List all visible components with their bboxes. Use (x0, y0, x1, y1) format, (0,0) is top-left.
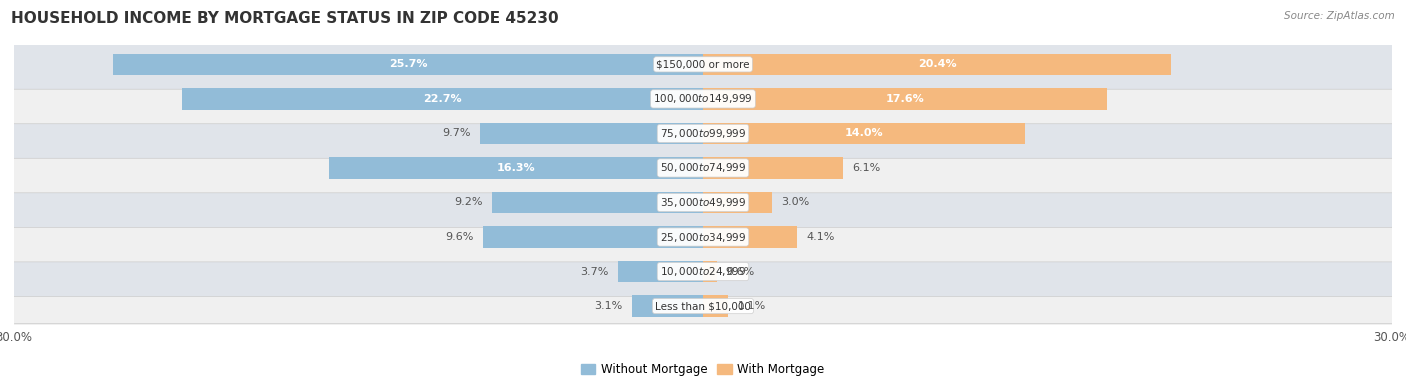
Text: 4.1%: 4.1% (807, 232, 835, 242)
Text: 1.1%: 1.1% (738, 301, 766, 311)
Bar (703, 226, 797, 248)
FancyBboxPatch shape (7, 39, 1399, 89)
Text: Source: ZipAtlas.com: Source: ZipAtlas.com (1284, 11, 1395, 21)
Text: 9.6%: 9.6% (444, 232, 474, 242)
Bar (703, 261, 717, 282)
Bar (619, 261, 703, 282)
Bar (703, 157, 844, 179)
Bar (703, 192, 772, 213)
Bar (481, 123, 703, 144)
Bar (703, 54, 1171, 75)
Text: $25,000 to $34,999: $25,000 to $34,999 (659, 231, 747, 243)
FancyBboxPatch shape (7, 108, 1399, 158)
Text: 22.7%: 22.7% (423, 94, 461, 104)
Text: 16.3%: 16.3% (496, 163, 536, 173)
Text: 0.6%: 0.6% (725, 266, 754, 277)
Text: Less than $10,000: Less than $10,000 (655, 301, 751, 311)
Text: HOUSEHOLD INCOME BY MORTGAGE STATUS IN ZIP CODE 45230: HOUSEHOLD INCOME BY MORTGAGE STATUS IN Z… (11, 11, 558, 26)
Text: 14.0%: 14.0% (845, 129, 883, 138)
FancyBboxPatch shape (7, 143, 1399, 193)
FancyBboxPatch shape (7, 212, 1399, 262)
Text: 3.0%: 3.0% (782, 197, 810, 208)
FancyBboxPatch shape (7, 74, 1399, 124)
Text: $50,000 to $74,999: $50,000 to $74,999 (659, 161, 747, 175)
Text: 20.4%: 20.4% (918, 59, 956, 69)
Bar (329, 157, 703, 179)
Text: $35,000 to $49,999: $35,000 to $49,999 (659, 196, 747, 209)
Bar (631, 295, 703, 317)
Bar (703, 88, 1107, 110)
FancyBboxPatch shape (7, 281, 1399, 331)
Bar (482, 226, 703, 248)
FancyBboxPatch shape (7, 178, 1399, 227)
Text: 3.7%: 3.7% (581, 266, 609, 277)
Text: 9.7%: 9.7% (443, 129, 471, 138)
Text: 25.7%: 25.7% (388, 59, 427, 69)
Bar (703, 295, 728, 317)
Bar (112, 54, 703, 75)
Text: $100,000 to $149,999: $100,000 to $149,999 (654, 92, 752, 105)
FancyBboxPatch shape (7, 247, 1399, 296)
Bar (492, 192, 703, 213)
Bar (181, 88, 703, 110)
Text: 17.6%: 17.6% (886, 94, 925, 104)
Text: $10,000 to $24,999: $10,000 to $24,999 (659, 265, 747, 278)
Text: 6.1%: 6.1% (852, 163, 880, 173)
Text: 9.2%: 9.2% (454, 197, 482, 208)
Text: 3.1%: 3.1% (595, 301, 623, 311)
Text: $75,000 to $99,999: $75,000 to $99,999 (659, 127, 747, 140)
Legend: Without Mortgage, With Mortgage: Without Mortgage, With Mortgage (576, 358, 830, 378)
Text: $150,000 or more: $150,000 or more (657, 59, 749, 69)
Bar (703, 123, 1025, 144)
